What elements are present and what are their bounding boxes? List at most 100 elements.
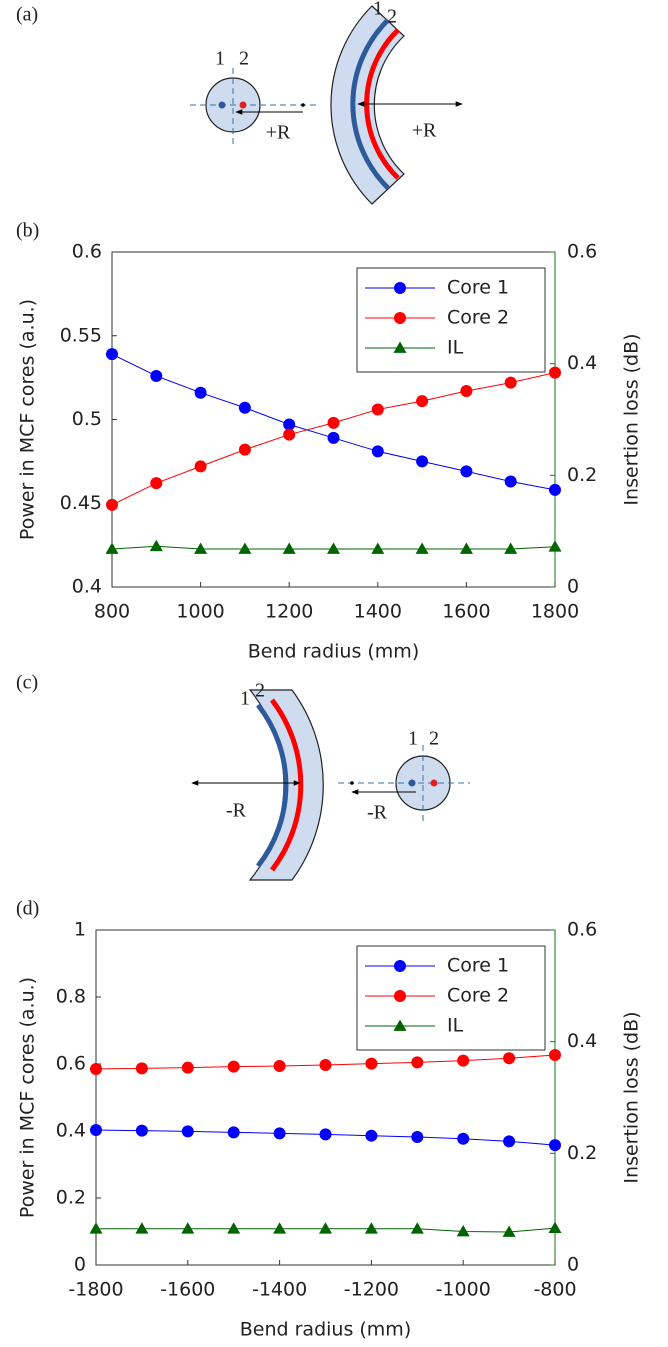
y2-axis-label: Insertion loss (dB): [621, 333, 643, 505]
marker: [416, 455, 429, 468]
y-tick-label: 0.6: [56, 1053, 86, 1075]
marker: [460, 465, 473, 478]
y-tick-label: 0.6: [72, 241, 102, 263]
y2-tick-label: 0.2: [567, 464, 597, 486]
marker: [394, 282, 406, 294]
center-dot: [301, 103, 305, 107]
y2-tick-label: 0.6: [567, 919, 597, 941]
y-tick-label: 0: [74, 1254, 86, 1276]
marker: [135, 1062, 148, 1075]
marker: [282, 542, 296, 554]
marker: [548, 1221, 562, 1234]
marker: [238, 542, 252, 554]
marker: [327, 542, 340, 554]
marker: [227, 1222, 241, 1234]
marker: [456, 1225, 470, 1237]
core-label: 2: [387, 6, 397, 28]
x-tick-label: 800: [94, 601, 130, 623]
x-axis-label: Bend radius (mm): [240, 1319, 411, 1341]
marker: [371, 542, 385, 554]
x-axis-label: Bend radius (mm): [248, 641, 419, 663]
y2-tick-label: 0: [567, 576, 579, 598]
marker: [503, 1135, 516, 1148]
y-tick-label: 0.4: [72, 576, 102, 598]
y-tick-label: 0.8: [56, 986, 86, 1008]
panel-label: (a): [16, 4, 38, 26]
legend-box: [356, 945, 546, 1051]
core: [239, 101, 247, 109]
marker: [371, 403, 384, 416]
radius-label: -R: [226, 800, 247, 822]
radius-label: +R: [266, 122, 291, 144]
marker: [327, 431, 340, 444]
core: [408, 779, 416, 787]
marker: [410, 1222, 424, 1234]
core-label: 2: [429, 728, 439, 750]
marker: [549, 1139, 561, 1152]
marker: [319, 1128, 332, 1141]
marker: [227, 1126, 240, 1139]
marker: [365, 1057, 378, 1070]
marker: [364, 1222, 378, 1234]
diagram-c: (c) 1 2 -R 1 2 -R: [16, 672, 470, 881]
marker: [504, 542, 518, 554]
x-tick-label: 1400: [354, 601, 402, 623]
panel-label: (b): [16, 220, 39, 242]
marker: [457, 1054, 470, 1067]
x-tick-label: -1800: [68, 1279, 123, 1301]
core: [430, 779, 438, 787]
y-tick-label: 0.5: [72, 408, 102, 430]
legend-label: Core 1: [447, 277, 509, 299]
marker: [227, 1060, 240, 1073]
x-tick-label: -800: [533, 1279, 576, 1301]
legend-label: Core 1: [447, 955, 509, 977]
radius-label: -R: [367, 802, 388, 824]
marker: [416, 395, 429, 408]
y2-tick-label: 0: [567, 1254, 579, 1276]
marker: [181, 1125, 194, 1138]
marker: [194, 460, 207, 473]
marker: [238, 401, 251, 414]
marker: [135, 1222, 149, 1234]
marker: [459, 542, 473, 554]
y2-tick-label: 0.4: [567, 352, 597, 374]
x-tick-label: -1200: [344, 1279, 399, 1301]
marker: [504, 376, 517, 389]
y2-tick-label: 0.4: [567, 1030, 597, 1052]
y-axis-label: Power in MCF cores (a.u.): [17, 299, 39, 540]
marker: [106, 348, 118, 361]
marker: [371, 445, 384, 458]
marker: [394, 990, 406, 1002]
marker: [90, 1063, 102, 1076]
marker: [460, 385, 473, 398]
marker: [150, 369, 163, 382]
marker: [273, 1222, 287, 1234]
core-label: 1: [373, 0, 383, 20]
marker: [365, 1129, 378, 1142]
marker: [181, 1061, 194, 1074]
center-dot: [350, 781, 354, 785]
radius-label: +R: [412, 120, 437, 142]
marker: [327, 416, 340, 429]
core-label: 2: [239, 48, 249, 70]
marker: [150, 477, 163, 490]
marker: [149, 539, 163, 552]
y2-tick-label: 0.2: [567, 1142, 597, 1164]
core-label: 1: [215, 48, 225, 70]
marker: [283, 428, 296, 441]
legend-label: Core 2: [447, 307, 509, 329]
marker: [411, 1131, 424, 1144]
panel-label: (c): [16, 672, 38, 694]
marker: [181, 1222, 195, 1234]
legend-label: IL: [447, 1015, 464, 1037]
marker: [319, 1222, 332, 1234]
marker: [106, 498, 118, 511]
marker: [502, 1225, 516, 1237]
x-tick-label: 1200: [265, 601, 313, 623]
marker: [319, 1059, 332, 1072]
y-axis-label: Power in MCF cores (a.u.): [17, 977, 39, 1218]
core-1-path: [350, 18, 390, 190]
marker: [273, 1060, 286, 1073]
x-tick-label: -1600: [160, 1279, 215, 1301]
marker: [457, 1132, 470, 1145]
